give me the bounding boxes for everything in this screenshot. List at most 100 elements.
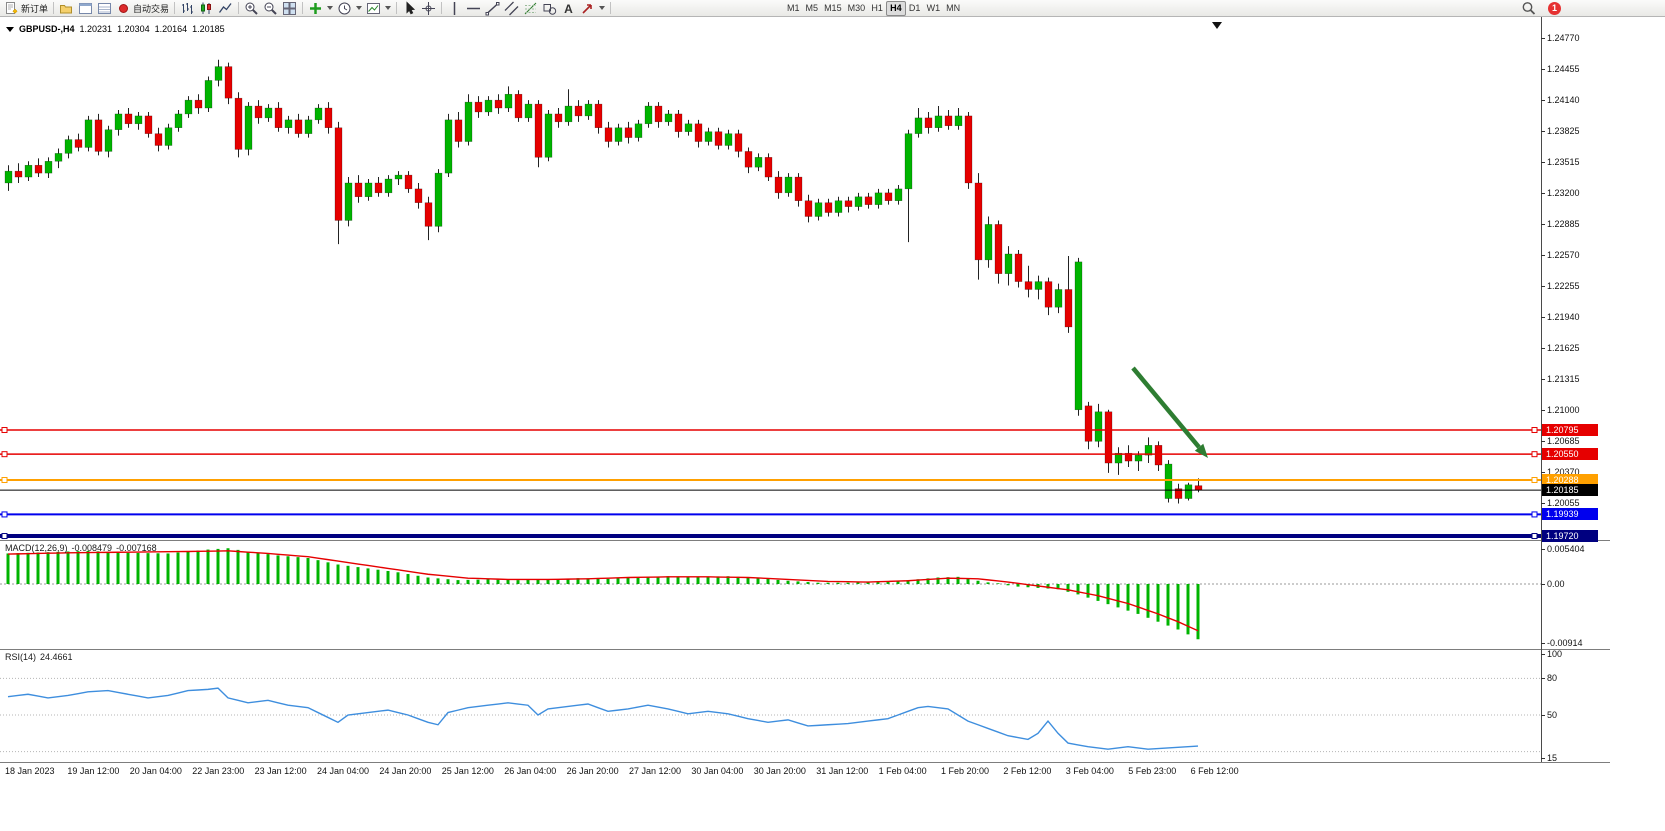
line-handle[interactable] <box>1 477 8 484</box>
toolbar-separator <box>174 2 176 14</box>
timeframe-m15[interactable]: M15 <box>824 2 842 13</box>
panel-separator[interactable] <box>0 540 1610 541</box>
candle <box>444 113 453 178</box>
price-axis-tick <box>1541 38 1545 39</box>
charts-folder-button[interactable] <box>57 1 76 16</box>
tile-icon <box>283 1 297 15</box>
candlestick-chart-button[interactable] <box>197 1 216 16</box>
zoom-out-button[interactable] <box>261 1 280 16</box>
candle <box>54 148 63 169</box>
equidistant-channel-button[interactable] <box>502 1 521 16</box>
periods-button[interactable] <box>335 1 364 16</box>
clock-icon <box>338 2 351 14</box>
line-handle[interactable] <box>1 511 8 518</box>
dropdown-caret-icon <box>327 6 334 10</box>
horizontal-line-1.19720[interactable] <box>0 533 1541 540</box>
horizontal-line-1.20288[interactable] <box>0 477 1541 484</box>
timeframe-m1[interactable]: M1 <box>787 2 800 13</box>
cursor-button[interactable] <box>400 0 419 16</box>
crosshair-button[interactable] <box>419 1 438 16</box>
horizontal-line-1.20795[interactable] <box>0 427 1541 434</box>
vline-icon <box>453 1 456 15</box>
toolbar-separator <box>610 2 612 14</box>
rsi-name: RSI(14) <box>5 652 37 662</box>
line-handle[interactable] <box>1 451 8 458</box>
notification-badge[interactable]: 1 <box>1548 1 1561 15</box>
timeframe-w1[interactable]: W1 <box>926 2 941 13</box>
timeframe-h1[interactable]: H1 <box>871 2 883 13</box>
arrow-objects-button[interactable] <box>578 1 607 16</box>
zoom-in-button[interactable] <box>242 1 261 16</box>
candle <box>1074 257 1083 416</box>
symbol-dropdown-icon[interactable] <box>6 26 14 32</box>
timeframe-mn[interactable]: MN <box>946 2 961 13</box>
candle <box>784 173 793 197</box>
price-axis-label: 1.24455 <box>1547 64 1580 75</box>
panel-separator[interactable] <box>0 649 1610 650</box>
price-axis-tick <box>1541 254 1545 256</box>
template-icon <box>367 2 381 14</box>
candle <box>314 104 323 124</box>
dropdown-caret-icon <box>599 6 606 10</box>
chart-canvas[interactable] <box>0 17 1541 778</box>
horizontal-line-1.19939[interactable] <box>0 511 1541 518</box>
candle <box>1044 277 1053 316</box>
price-axis-label: 1.22885 <box>1547 218 1580 229</box>
auto-trading-button[interactable]: 自动交易 <box>114 1 171 16</box>
line-handle[interactable] <box>1531 533 1538 540</box>
tile-windows-button[interactable] <box>280 1 299 16</box>
horizontal-line-1.20550[interactable] <box>0 451 1541 458</box>
fibonacci-button[interactable] <box>521 1 540 16</box>
candle <box>904 129 913 243</box>
new-order-button[interactable]: 新订单 <box>2 1 50 16</box>
shapes-button[interactable] <box>540 1 559 16</box>
ohlc-high: 1.20304 <box>117 24 150 34</box>
timeframe-h4[interactable]: H4 <box>886 0 906 16</box>
vertical-line-button[interactable] <box>445 1 464 16</box>
search-button[interactable] <box>1519 1 1538 16</box>
price-axis-tick <box>1541 348 1545 350</box>
indicators-button[interactable] <box>306 1 335 16</box>
line-handle[interactable] <box>1 533 8 540</box>
candle <box>544 109 553 162</box>
bar-chart-button[interactable] <box>178 1 197 16</box>
candle <box>1164 460 1173 503</box>
arrow-annotation[interactable] <box>1131 366 1208 458</box>
timeframe-toolbar: M1 M5 M15 M30 H1 H4 D1 W1 MN <box>784 0 963 16</box>
candle <box>494 94 503 114</box>
line-chart-button[interactable] <box>216 1 235 16</box>
chart-shift-marker[interactable] <box>1212 22 1222 29</box>
time-axis-label: 30 Jan 04:00 <box>691 766 744 776</box>
candle <box>654 102 663 128</box>
data-window-button[interactable] <box>95 1 114 16</box>
shapes-icon <box>543 3 557 15</box>
candle <box>34 158 43 178</box>
line-handle[interactable] <box>1531 451 1538 458</box>
trendline-button[interactable] <box>483 1 502 16</box>
horizontal-line-button[interactable] <box>464 1 483 16</box>
arrowobj-icon <box>582 3 592 14</box>
timeframe-d1[interactable]: D1 <box>908 2 921 13</box>
candle <box>854 192 863 211</box>
line-handle[interactable] <box>1 427 8 434</box>
candle <box>284 115 293 134</box>
line-handle[interactable] <box>1531 511 1538 518</box>
panel-separator[interactable] <box>0 762 1610 763</box>
linechart-icon <box>219 2 232 13</box>
timeframe-m5[interactable]: M5 <box>805 2 819 13</box>
candle <box>334 121 343 245</box>
candle <box>1144 437 1153 464</box>
price-axis-tick <box>1541 502 1545 504</box>
candle <box>814 198 823 221</box>
line-handle[interactable] <box>1531 427 1538 434</box>
timeframe-m30[interactable]: M30 <box>847 2 866 13</box>
candle <box>114 109 123 136</box>
time-axis-label: 24 Jan 20:00 <box>379 766 432 776</box>
line-handle[interactable] <box>1531 477 1538 484</box>
candle <box>644 102 653 128</box>
text-label-button[interactable]: A <box>559 1 578 16</box>
templates-button[interactable] <box>364 1 393 16</box>
new-order-button-label: 新订单 <box>21 3 49 14</box>
folder-icon <box>60 4 73 13</box>
profiles-button[interactable] <box>76 1 95 16</box>
